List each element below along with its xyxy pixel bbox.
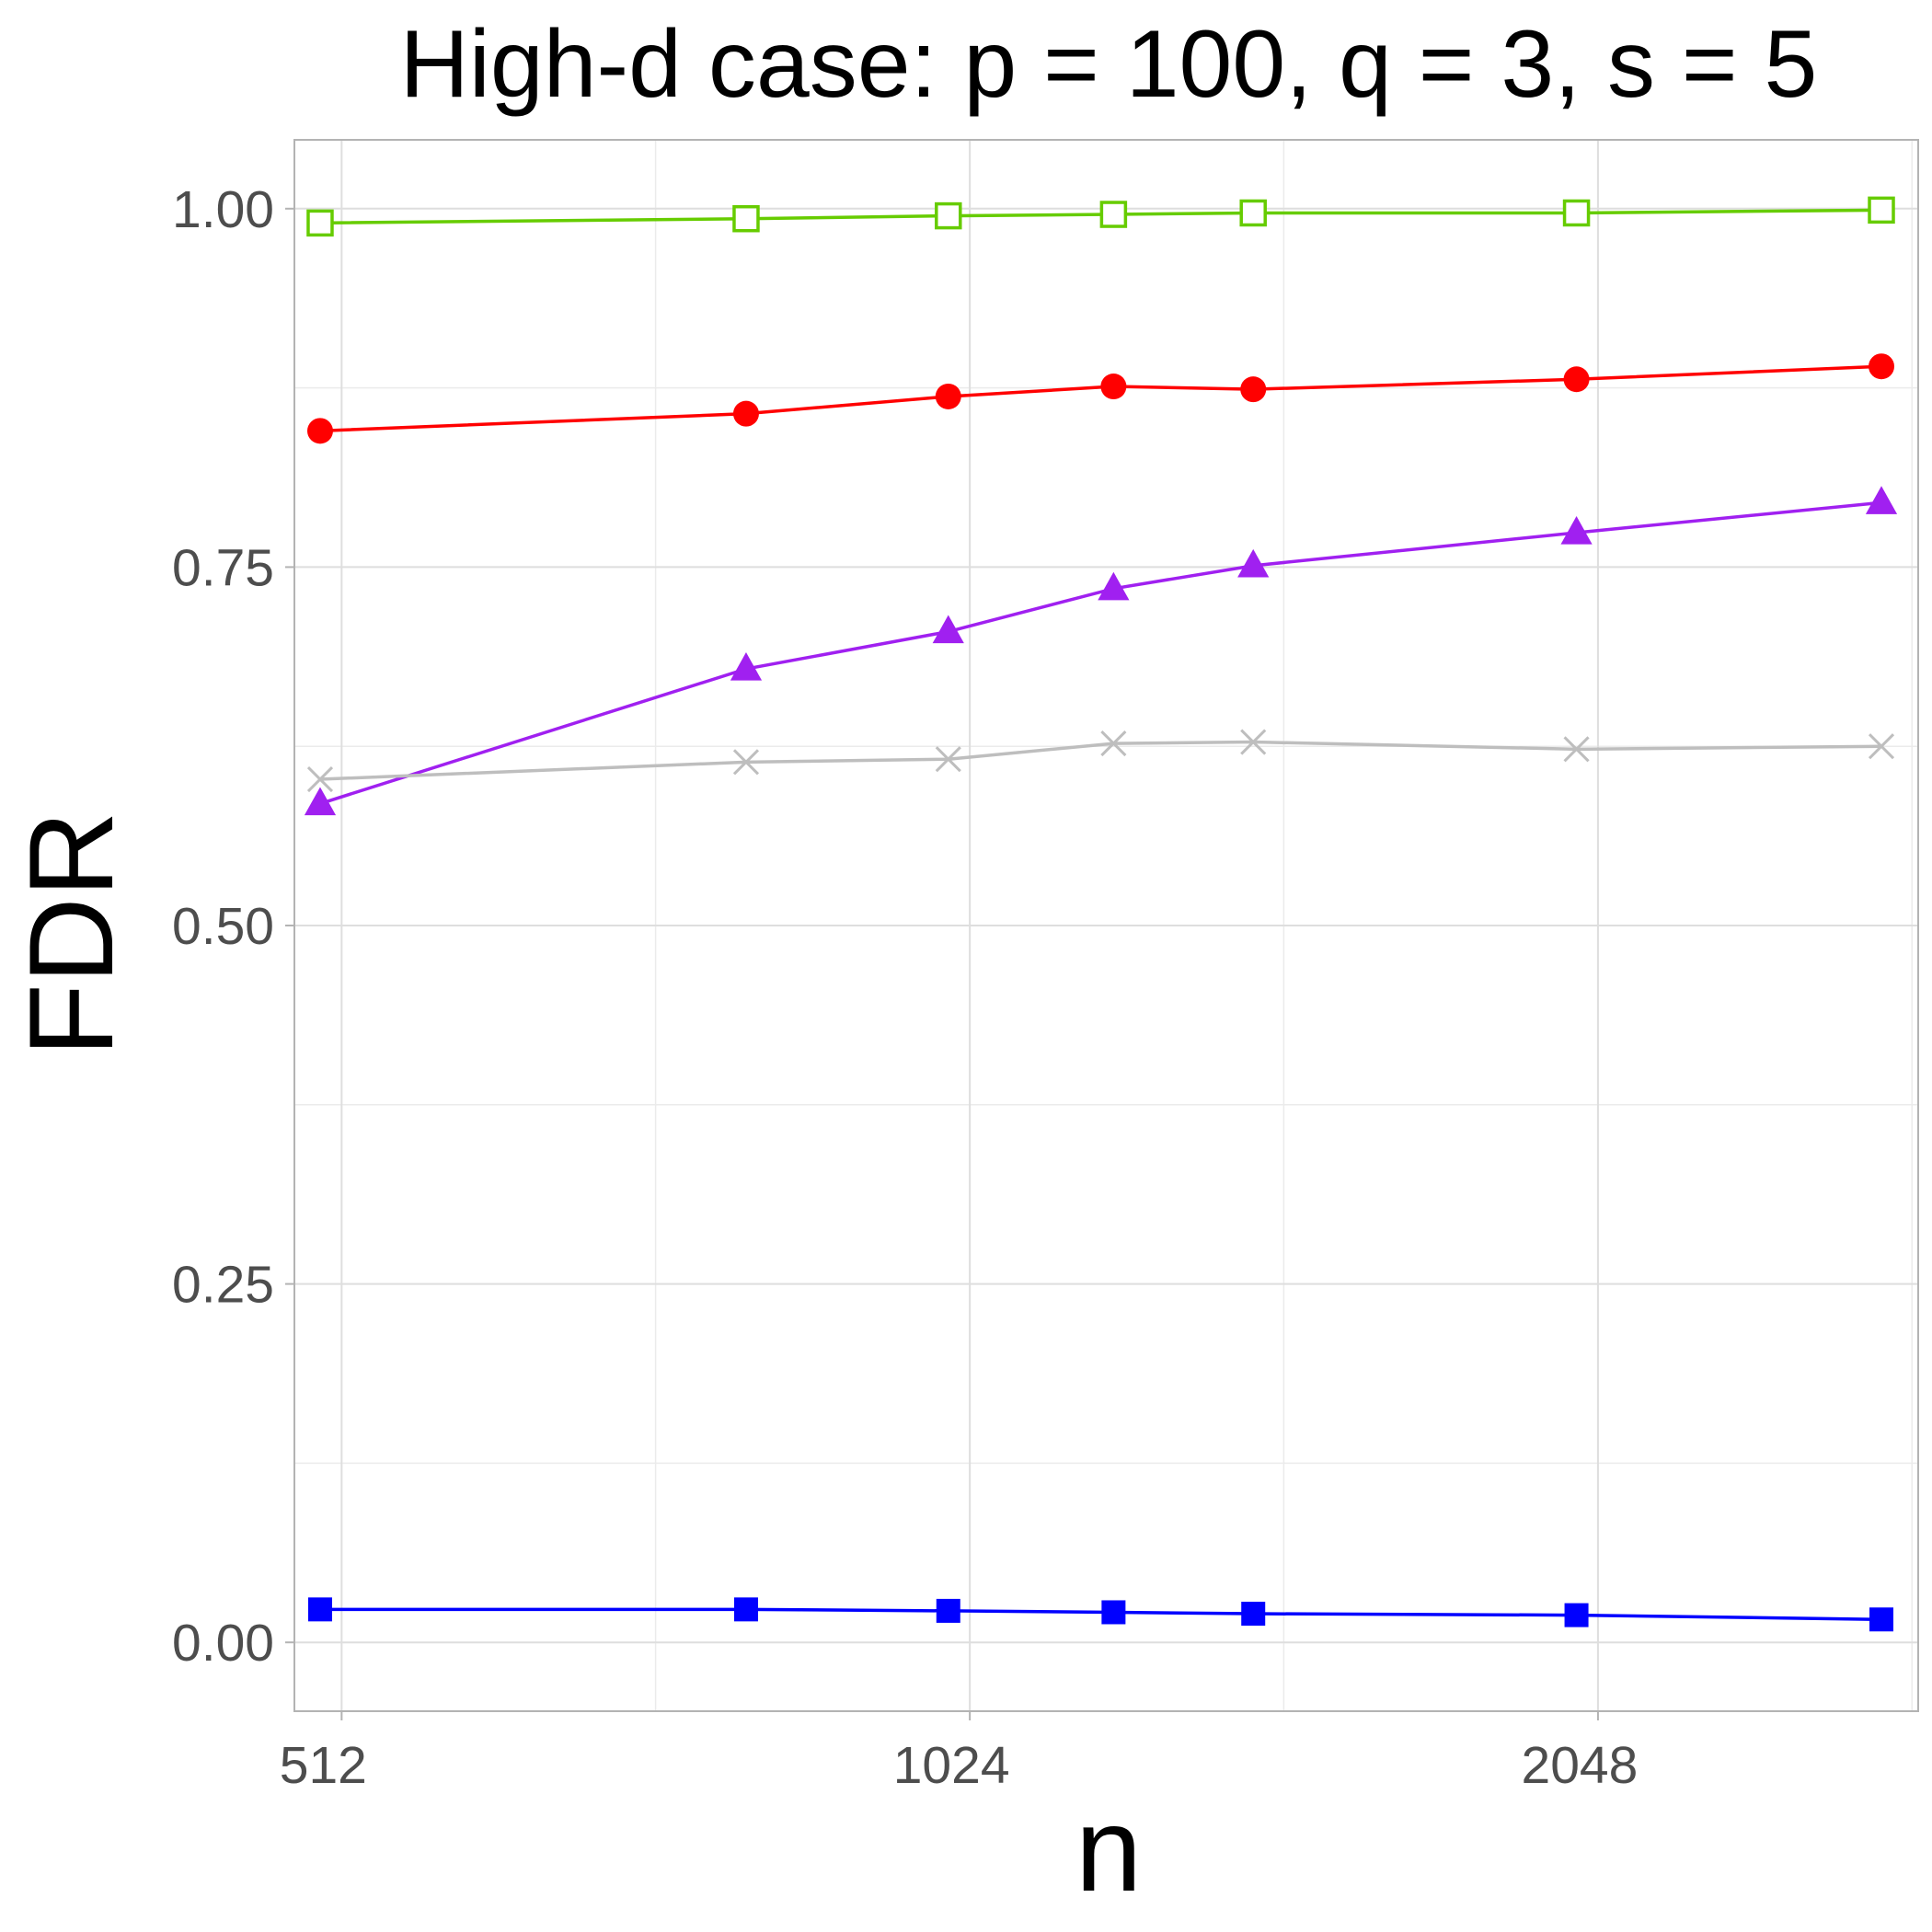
- x-tick-label: 2048: [1522, 1736, 1639, 1795]
- data-point: [1562, 199, 1591, 227]
- data-point: [1563, 736, 1590, 763]
- data-series: [307, 1597, 1894, 1632]
- data-point: [306, 209, 334, 237]
- axis-ticks: [285, 207, 1599, 1720]
- data-point: [1240, 729, 1267, 755]
- data-series: [306, 196, 1895, 237]
- x-axis-title: n: [1075, 1782, 1142, 1916]
- y-tick-label: 0.25: [172, 1256, 274, 1315]
- data-point: [936, 1598, 960, 1623]
- major-grid: [294, 140, 1918, 1711]
- y-tick-label: 0.00: [172, 1614, 274, 1673]
- y-tick-label: 0.75: [172, 538, 274, 597]
- data-point: [1868, 733, 1895, 760]
- y-axis-title: FDR: [4, 811, 138, 1056]
- data-point: [932, 615, 964, 644]
- data-point: [1865, 486, 1898, 514]
- data-point: [1239, 199, 1267, 227]
- data-series: [306, 353, 1895, 444]
- data-point: [730, 652, 763, 681]
- data-point: [1098, 571, 1130, 601]
- data-series: [304, 486, 1898, 816]
- data-point: [1868, 196, 1895, 224]
- y-tick-labels: 0.00 0.25 0.50 0.75 1.00: [172, 180, 274, 1673]
- data-point: [1560, 516, 1593, 545]
- x-tick-label: 512: [280, 1736, 367, 1795]
- series-layer: [304, 196, 1898, 1632]
- data-point: [1100, 730, 1127, 757]
- data-point: [306, 765, 334, 793]
- data-point: [1563, 366, 1590, 393]
- data-point: [1101, 1600, 1126, 1625]
- y-tick-label: 0.50: [172, 897, 274, 956]
- data-point: [1564, 1603, 1589, 1627]
- data-point: [935, 201, 962, 230]
- data-point: [732, 204, 760, 233]
- data-point: [1869, 353, 1895, 380]
- chart-title: High-d case: p = 100, q = 3, s = 5: [400, 11, 1818, 118]
- data-point: [1869, 1607, 1894, 1632]
- data-point: [306, 418, 333, 444]
- data-point: [733, 1597, 758, 1622]
- data-point: [1099, 201, 1128, 228]
- data-point: [304, 787, 337, 816]
- data-point: [732, 749, 760, 776]
- data-point: [732, 400, 759, 427]
- data-point: [307, 1597, 332, 1622]
- data-point: [935, 746, 961, 773]
- x-tick-labels: 512 1024 2048: [280, 1736, 1639, 1795]
- data-point: [1100, 374, 1127, 400]
- data-point: [1241, 1602, 1266, 1627]
- data-point: [935, 383, 961, 409]
- data-series: [306, 729, 1895, 793]
- data-point: [1240, 376, 1267, 403]
- x-tick-label: 1024: [893, 1736, 1010, 1795]
- data-point: [1237, 548, 1270, 578]
- y-tick-label: 1.00: [172, 180, 274, 239]
